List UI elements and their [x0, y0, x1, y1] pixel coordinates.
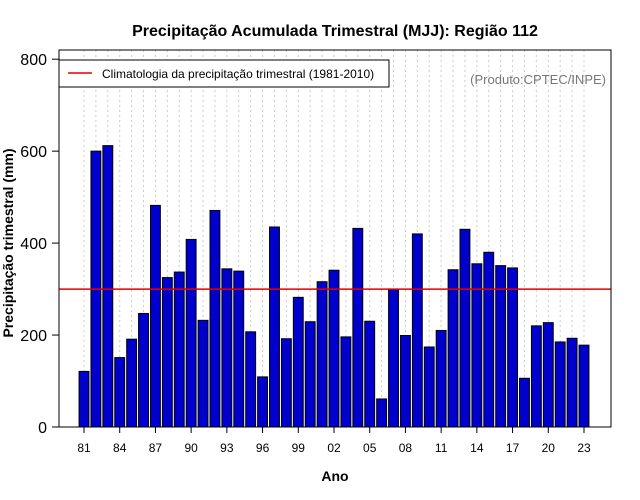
x-tick-label: 90	[184, 441, 198, 455]
bar-2019	[530, 325, 542, 428]
bar-1985	[126, 338, 138, 428]
plot-frame	[58, 49, 612, 428]
x-tick-label: 20	[542, 441, 556, 455]
x-axis-label: Ano	[321, 468, 348, 484]
legend-box	[58, 59, 390, 88]
y-tick-label: 200	[20, 328, 47, 345]
bar-1992	[209, 209, 221, 428]
bar-1993	[221, 268, 233, 428]
x-axis: 81 84 87 90 93 96 99 02 05 08 11 14 17 20 23	[77, 427, 591, 455]
bar-2011	[435, 329, 447, 428]
bar-1988	[161, 277, 173, 428]
bar-2006	[376, 398, 388, 428]
bar-2003	[340, 336, 352, 428]
x-tick-label: 02	[327, 441, 341, 455]
bar-1983	[102, 145, 114, 428]
bar-2016	[495, 265, 507, 428]
bar-2001	[316, 281, 328, 428]
legend-label: Climatologia da precipitação trimestral …	[102, 67, 374, 81]
bar-2009	[411, 233, 423, 428]
y-tick-label: 400	[20, 236, 47, 253]
x-tick-label: 14	[470, 441, 484, 455]
bar-1994	[233, 270, 245, 428]
x-tick-label: 11	[435, 441, 448, 455]
x-tick-label: 93	[220, 441, 234, 455]
bar-2014	[471, 263, 483, 428]
bar-1986	[138, 312, 149, 428]
x-tick-label: 17	[506, 441, 520, 455]
bar-1995	[245, 331, 257, 428]
chart-title: Precipitação Acumulada Trimestral (MJJ):…	[132, 23, 538, 40]
bar-1999	[292, 296, 304, 428]
bar-2023	[578, 344, 590, 428]
bar-2017	[507, 267, 519, 428]
bar-2010	[423, 346, 435, 428]
x-tick-label: 87	[149, 441, 163, 455]
bar-2002	[328, 269, 340, 428]
bar-1991	[197, 319, 209, 428]
y-axis-label: Precipitação trimestral (mm)	[0, 148, 16, 337]
product-credit: (Produto:CPTEC/INPE)	[470, 72, 606, 87]
bar-2022	[566, 337, 578, 428]
bar-1997	[269, 226, 280, 428]
bar-1996	[257, 376, 269, 428]
bar-1984	[114, 357, 126, 428]
bar-2018	[519, 377, 530, 428]
bar-2007	[388, 288, 399, 428]
bar-2021	[554, 341, 566, 428]
bar-2013	[459, 228, 471, 428]
x-tick-label: 84	[113, 441, 127, 455]
bar-2008	[399, 335, 411, 428]
x-tick-label: 81	[77, 441, 91, 455]
bar-2005	[364, 320, 376, 428]
y-tick-label: 800	[20, 52, 47, 69]
x-tick-label: 08	[399, 441, 413, 455]
bar-2012	[447, 269, 459, 428]
bar-2000	[304, 321, 316, 428]
x-tick-label: 05	[363, 441, 377, 455]
x-tick-label: 96	[256, 441, 270, 455]
x-tick-label: 99	[292, 441, 306, 455]
bar-2020	[542, 322, 554, 428]
bar-1989	[173, 271, 185, 428]
bar-1990	[185, 238, 197, 428]
y-axis: 0 200 400 600 800	[20, 52, 59, 437]
bar-2015	[483, 251, 495, 428]
legend: Climatologia da precipitação trimestral …	[58, 59, 390, 88]
bar-1987	[149, 204, 161, 428]
x-tick-label: 23	[577, 441, 591, 455]
y-tick-label: 0	[38, 420, 47, 437]
y-tick-label: 600	[20, 144, 47, 161]
bar-layer	[78, 145, 590, 428]
bar-1981	[78, 370, 90, 428]
bar-2004	[352, 227, 364, 428]
bar-1998	[280, 338, 292, 428]
